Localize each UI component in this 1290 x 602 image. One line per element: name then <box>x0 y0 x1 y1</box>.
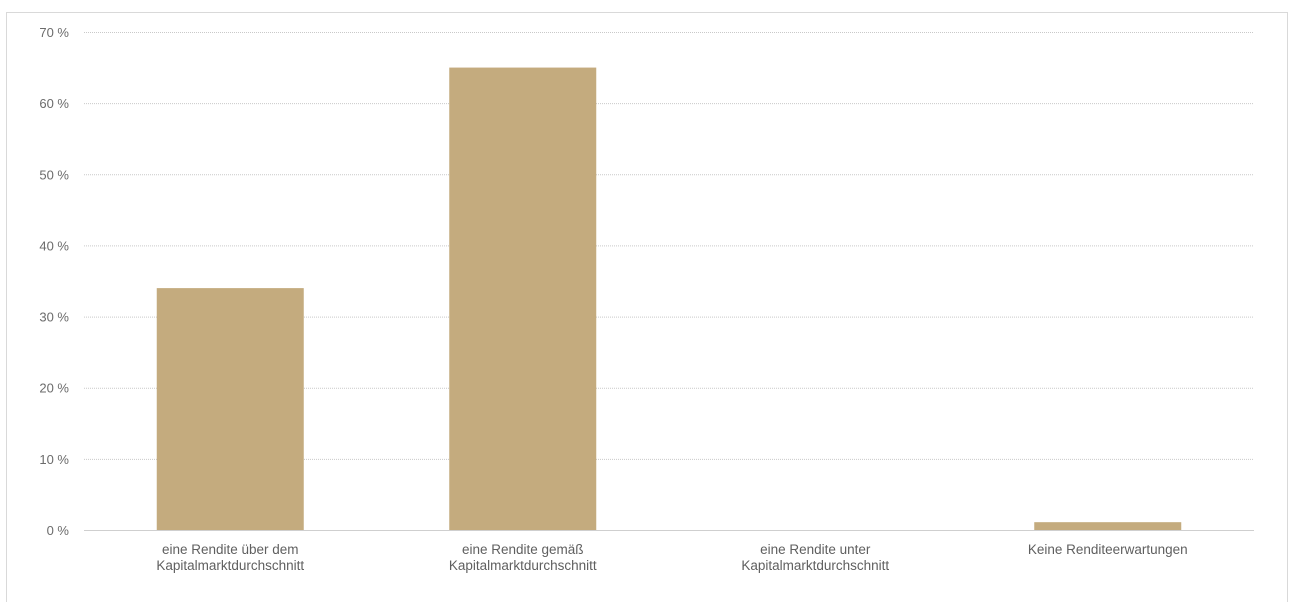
bars-layer <box>156 67 1182 531</box>
y-tick-label-20: 20 % <box>39 381 69 396</box>
y-tick-labels: 0 % 10 % 20 % 30 % 40 % 50 % 60 % 70 % <box>39 25 69 538</box>
x-category-label-2: eine Rendite gemäß Kapitalmarktdurchschni… <box>449 542 597 573</box>
bar-2 <box>449 67 597 531</box>
y-tick-label-70: 70 % <box>39 25 69 40</box>
y-tick-label-30: 30 % <box>39 310 69 325</box>
x-category-label-4: Keine Renditeerwartungen <box>1028 542 1188 557</box>
y-tick-label-0: 0 % <box>47 523 70 538</box>
y-tick-label-60: 60 % <box>39 96 69 111</box>
y-tick-label-10: 10 % <box>39 452 69 467</box>
x-category-label-3: eine Rendite unter Kapitalmarktdurchschni… <box>741 542 889 573</box>
y-tick-label-50: 50 % <box>39 167 69 182</box>
x-category-label-1: eine Rendite über dem Kapitalmarktdurchsc… <box>156 542 304 573</box>
bar-4 <box>1034 522 1182 530</box>
x-category-labels: eine Rendite über dem Kapitalmarktdurchsc… <box>156 542 1187 573</box>
y-tick-label-40: 40 % <box>39 238 69 253</box>
bar-1 <box>156 288 304 530</box>
chart-frame <box>6 12 1288 602</box>
